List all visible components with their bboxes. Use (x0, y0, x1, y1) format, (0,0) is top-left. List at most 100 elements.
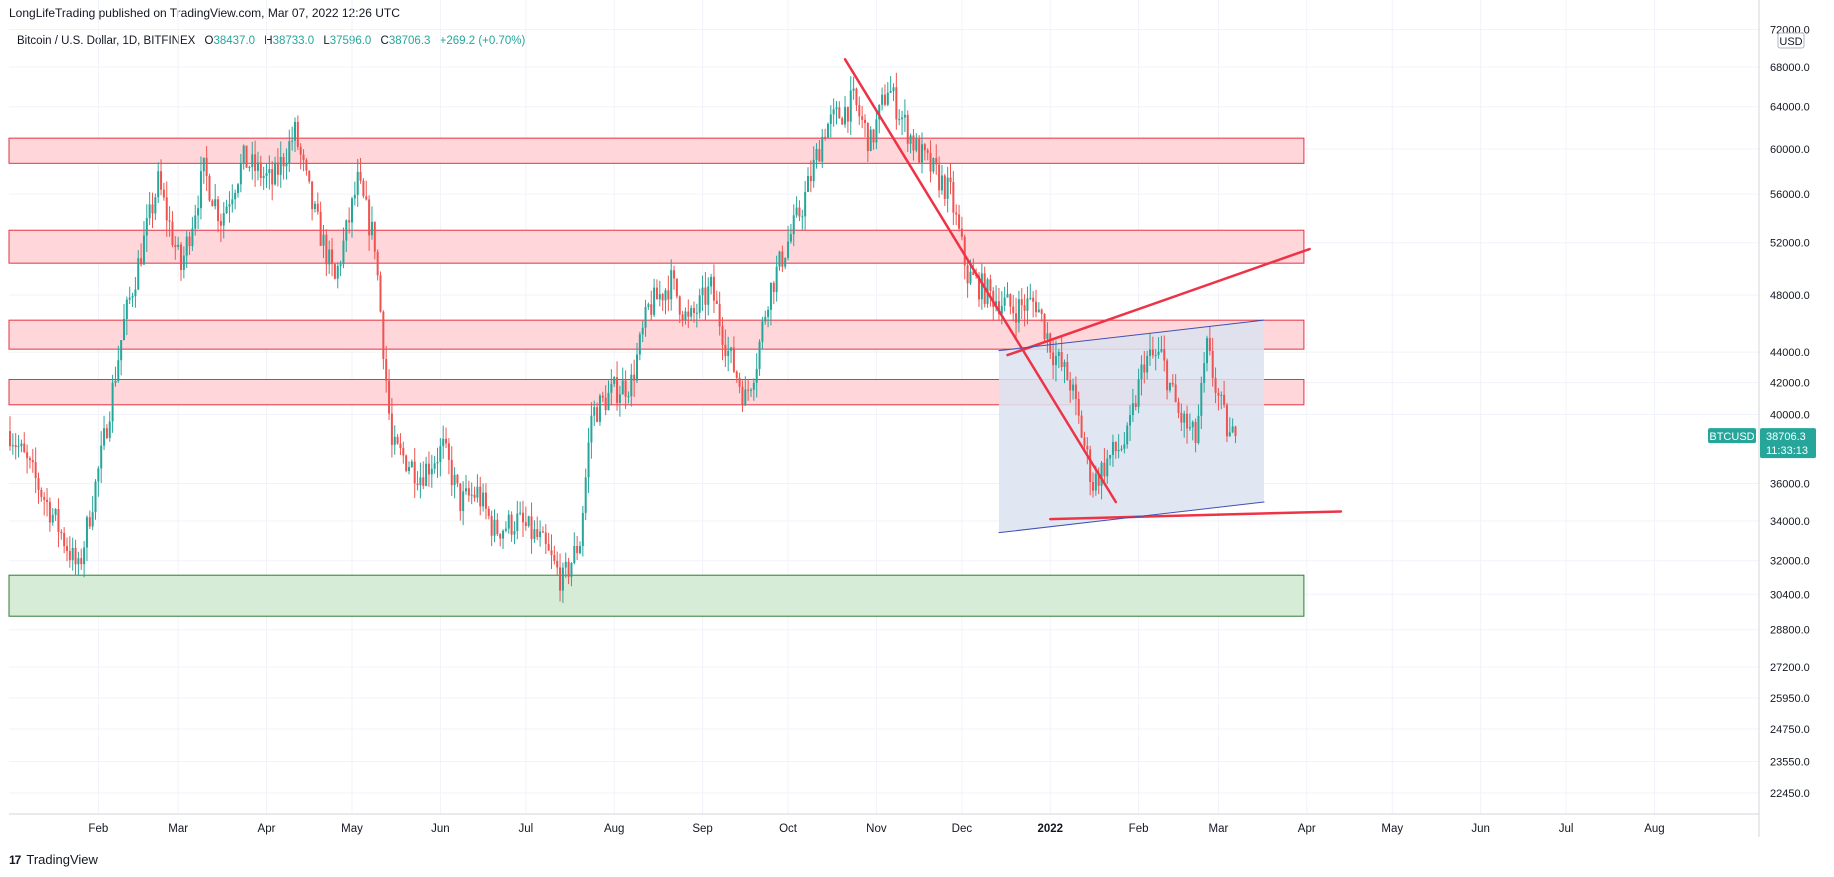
candle-body (747, 389, 750, 391)
low-label: L (323, 35, 330, 47)
last-price-text: 38706.3 (1766, 431, 1806, 443)
candle-body (1143, 364, 1146, 373)
down-trendline[interactable] (843, 58, 1118, 504)
candle-body (114, 380, 117, 383)
x-tick-label: Feb (1129, 823, 1149, 835)
candle-body (419, 477, 422, 486)
candle-body (1217, 392, 1220, 396)
candle-body (636, 354, 638, 381)
candle-body (895, 87, 898, 120)
candle-body (593, 407, 596, 416)
publisher-text: LongLifeTrading published on TradingView… (9, 6, 400, 20)
candle-body (872, 129, 875, 143)
candle-body (23, 443, 26, 453)
support-zone-5[interactable] (8, 574, 1305, 617)
candle-body (1208, 338, 1211, 352)
candle-body (681, 314, 684, 321)
candle-body (151, 204, 154, 214)
candle-body (835, 107, 838, 110)
candle-body (641, 327, 644, 335)
channel-bottom[interactable] (998, 501, 1265, 534)
candle-body (396, 436, 399, 444)
candle-body (1191, 421, 1194, 428)
currency-label: USD (1779, 36, 1802, 48)
channel-fill[interactable] (998, 320, 1264, 533)
candle-body (40, 489, 43, 497)
candle-body (31, 460, 34, 463)
rising-trendline[interactable] (1006, 247, 1311, 357)
candle-body (750, 389, 752, 391)
y-tick-label: 52000.0 (1770, 238, 1810, 250)
price-axis[interactable]: 72000.068000.064000.060000.056000.052000… (1770, 25, 1810, 800)
candle-body (1111, 441, 1114, 455)
candle-body (456, 474, 459, 484)
open-value: 38437.0 (213, 35, 256, 47)
candle-body (442, 438, 445, 447)
candle-body (1180, 412, 1183, 423)
symbol-title[interactable]: Bitcoin / U.S. Dollar, 1D, BITFINEX (17, 35, 196, 47)
candle-body (228, 204, 231, 207)
candle-body (966, 265, 969, 284)
candle-body (197, 208, 200, 216)
candle-body (9, 431, 11, 447)
support-trendline[interactable] (1049, 510, 1343, 521)
candle-body (299, 146, 302, 155)
candle-body (761, 321, 764, 342)
resistance-zone-2[interactable] (8, 229, 1305, 264)
candle-body (1106, 458, 1109, 477)
candle-body (1186, 413, 1189, 429)
candle-body (898, 119, 901, 121)
candle-body (68, 550, 71, 561)
candle-body (789, 234, 792, 242)
publisher-header: LongLifeTrading published on TradingView… (9, 6, 400, 20)
candle-body (570, 563, 573, 577)
candle-body (1097, 473, 1100, 486)
candle-body (573, 545, 576, 564)
candle-body (342, 240, 345, 265)
y-tick-label: 25950.0 (1770, 693, 1810, 705)
candle-body (864, 119, 866, 123)
candle-body (484, 492, 487, 509)
candle-body (479, 486, 482, 507)
candle-body (333, 264, 336, 279)
candle-body (519, 512, 522, 514)
resistance-zone-1[interactable] (8, 137, 1305, 164)
x-tick-label: Jun (1471, 823, 1490, 835)
candle-body (199, 171, 202, 209)
candle-body (1109, 454, 1112, 459)
candle-body (493, 519, 496, 536)
candle-body (812, 159, 815, 182)
candle-body (63, 533, 66, 547)
footer-brand[interactable]: 17 TradingView (9, 852, 98, 867)
candle-body (416, 483, 419, 486)
x-tick-label: Feb (88, 823, 108, 835)
candle-body (784, 257, 787, 267)
candle-body (849, 90, 852, 122)
candle-body (1174, 384, 1177, 403)
candle-body (123, 318, 125, 341)
candle-body (695, 312, 698, 314)
candle-body (960, 228, 963, 237)
symbol-legend[interactable]: Bitcoin / U.S. Dollar, 1D, BITFINEX O384… (17, 35, 525, 47)
axes-layer (9, 0, 1760, 837)
high-value: 38733.0 (272, 35, 315, 47)
candle-body (239, 162, 242, 185)
candle-body (1032, 297, 1035, 302)
candle-body (752, 382, 755, 390)
candle-body (154, 197, 157, 214)
y-tick-label: 34000.0 (1770, 516, 1810, 528)
y-tick-label: 22450.0 (1770, 788, 1810, 800)
x-tick-label: Jul (1559, 823, 1574, 835)
symbol-tag-text: BTCUSD (1709, 431, 1754, 443)
candle-body (1137, 379, 1140, 407)
candle-body (245, 145, 248, 168)
time-axis[interactable]: Feb Mar Apr May Jun Jul Aug Sep Oct Nov Dec 2022 Feb… (88, 823, 1664, 835)
candle-body (1206, 338, 1208, 364)
candle-body (1157, 351, 1160, 356)
currency-box[interactable]: USD (1777, 32, 1805, 49)
candle-body (382, 311, 385, 359)
channel-top[interactable] (998, 319, 1265, 352)
candle-body (476, 486, 479, 498)
candle-body (225, 206, 228, 214)
